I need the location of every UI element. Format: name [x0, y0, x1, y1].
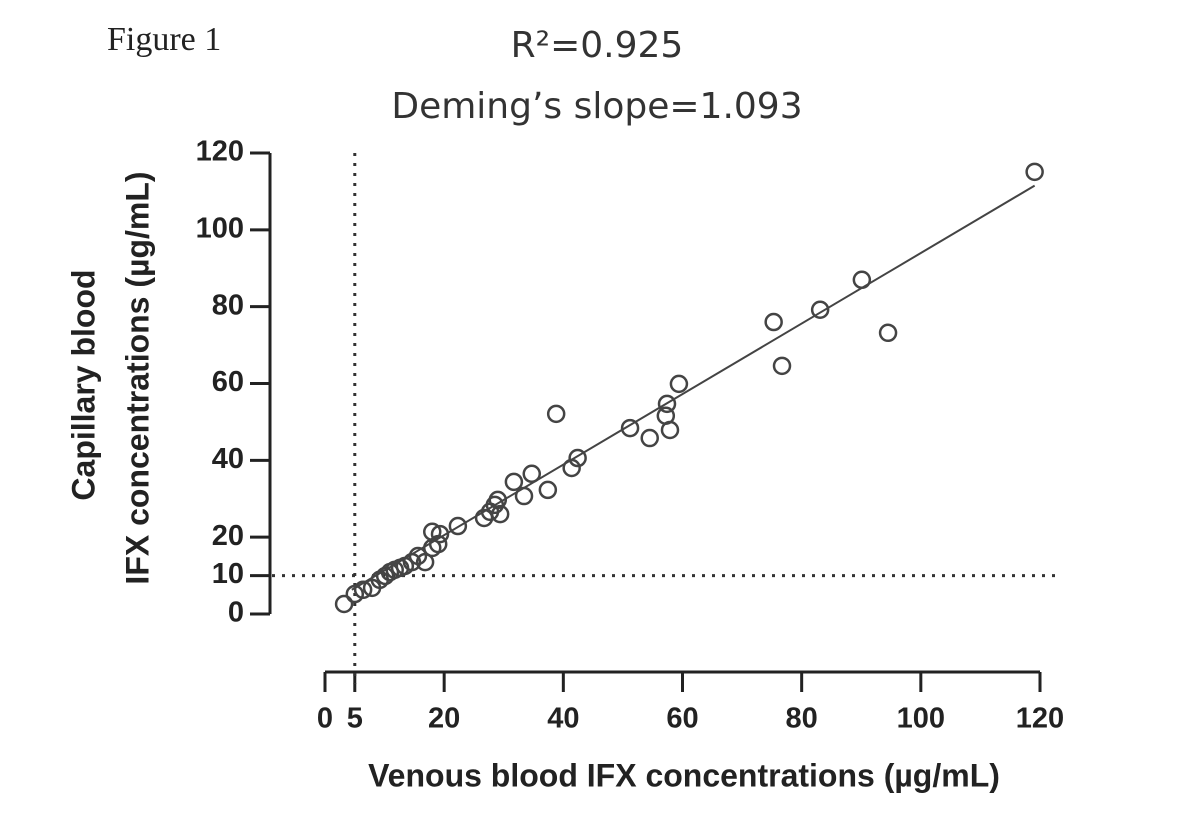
figure-label: Figure 1 — [107, 21, 221, 58]
y-tick-label: 40 — [212, 443, 244, 475]
x-axis-title: Venous blood IFX concentrations (µg/mL) — [368, 757, 1000, 793]
data-point — [402, 552, 422, 572]
y-axis-title: IFX concentrations (µg/mL) — [119, 171, 155, 584]
data-point — [522, 464, 542, 484]
y-tick-label: 80 — [212, 289, 244, 321]
data-point — [657, 394, 677, 414]
chart-subtitle: Deming’s slope=1.093 — [391, 86, 802, 127]
data-point — [448, 516, 468, 536]
data-point — [660, 420, 680, 440]
y-axis-title: Capillary blood — [65, 269, 101, 500]
data-point — [538, 480, 558, 500]
data-point — [772, 356, 792, 376]
data-point — [334, 594, 354, 614]
data-point — [640, 428, 659, 448]
data-point — [423, 522, 442, 542]
data-point — [764, 312, 783, 332]
chart-title: R²=0.925 — [511, 25, 684, 66]
data-point — [353, 580, 373, 600]
data-point — [1025, 162, 1044, 182]
y-tick-label: 0 — [228, 597, 244, 629]
x-tick-label: 40 — [547, 703, 579, 735]
y-tick-label: 120 — [196, 136, 244, 168]
data-point — [620, 418, 640, 438]
data-point — [375, 566, 395, 586]
data-point — [490, 504, 510, 524]
data-point — [546, 404, 566, 424]
x-tick-label: 100 — [897, 703, 945, 735]
data-point — [852, 270, 872, 290]
data-point — [568, 448, 587, 468]
x-tick-label: 80 — [786, 703, 818, 735]
x-tick-label: 20 — [428, 703, 460, 735]
y-tick-label: 20 — [212, 520, 244, 552]
data-point — [504, 472, 524, 492]
fit-line — [351, 184, 1036, 591]
x-tick-label: 0 — [317, 703, 333, 735]
data-point — [562, 458, 581, 478]
data-point — [514, 486, 534, 506]
x-tick-label: 5 — [347, 703, 363, 735]
data-point — [878, 323, 898, 343]
y-tick-label: 60 — [212, 366, 244, 398]
x-tick-label: 60 — [666, 703, 698, 735]
data-point — [810, 300, 830, 319]
data-point — [669, 374, 689, 394]
y-tick-label: 10 — [212, 558, 244, 590]
data-point — [488, 490, 508, 510]
data-point — [430, 524, 450, 544]
y-tick-label: 100 — [196, 212, 244, 244]
x-tick-label: 120 — [1016, 703, 1064, 735]
data-point — [415, 552, 435, 572]
